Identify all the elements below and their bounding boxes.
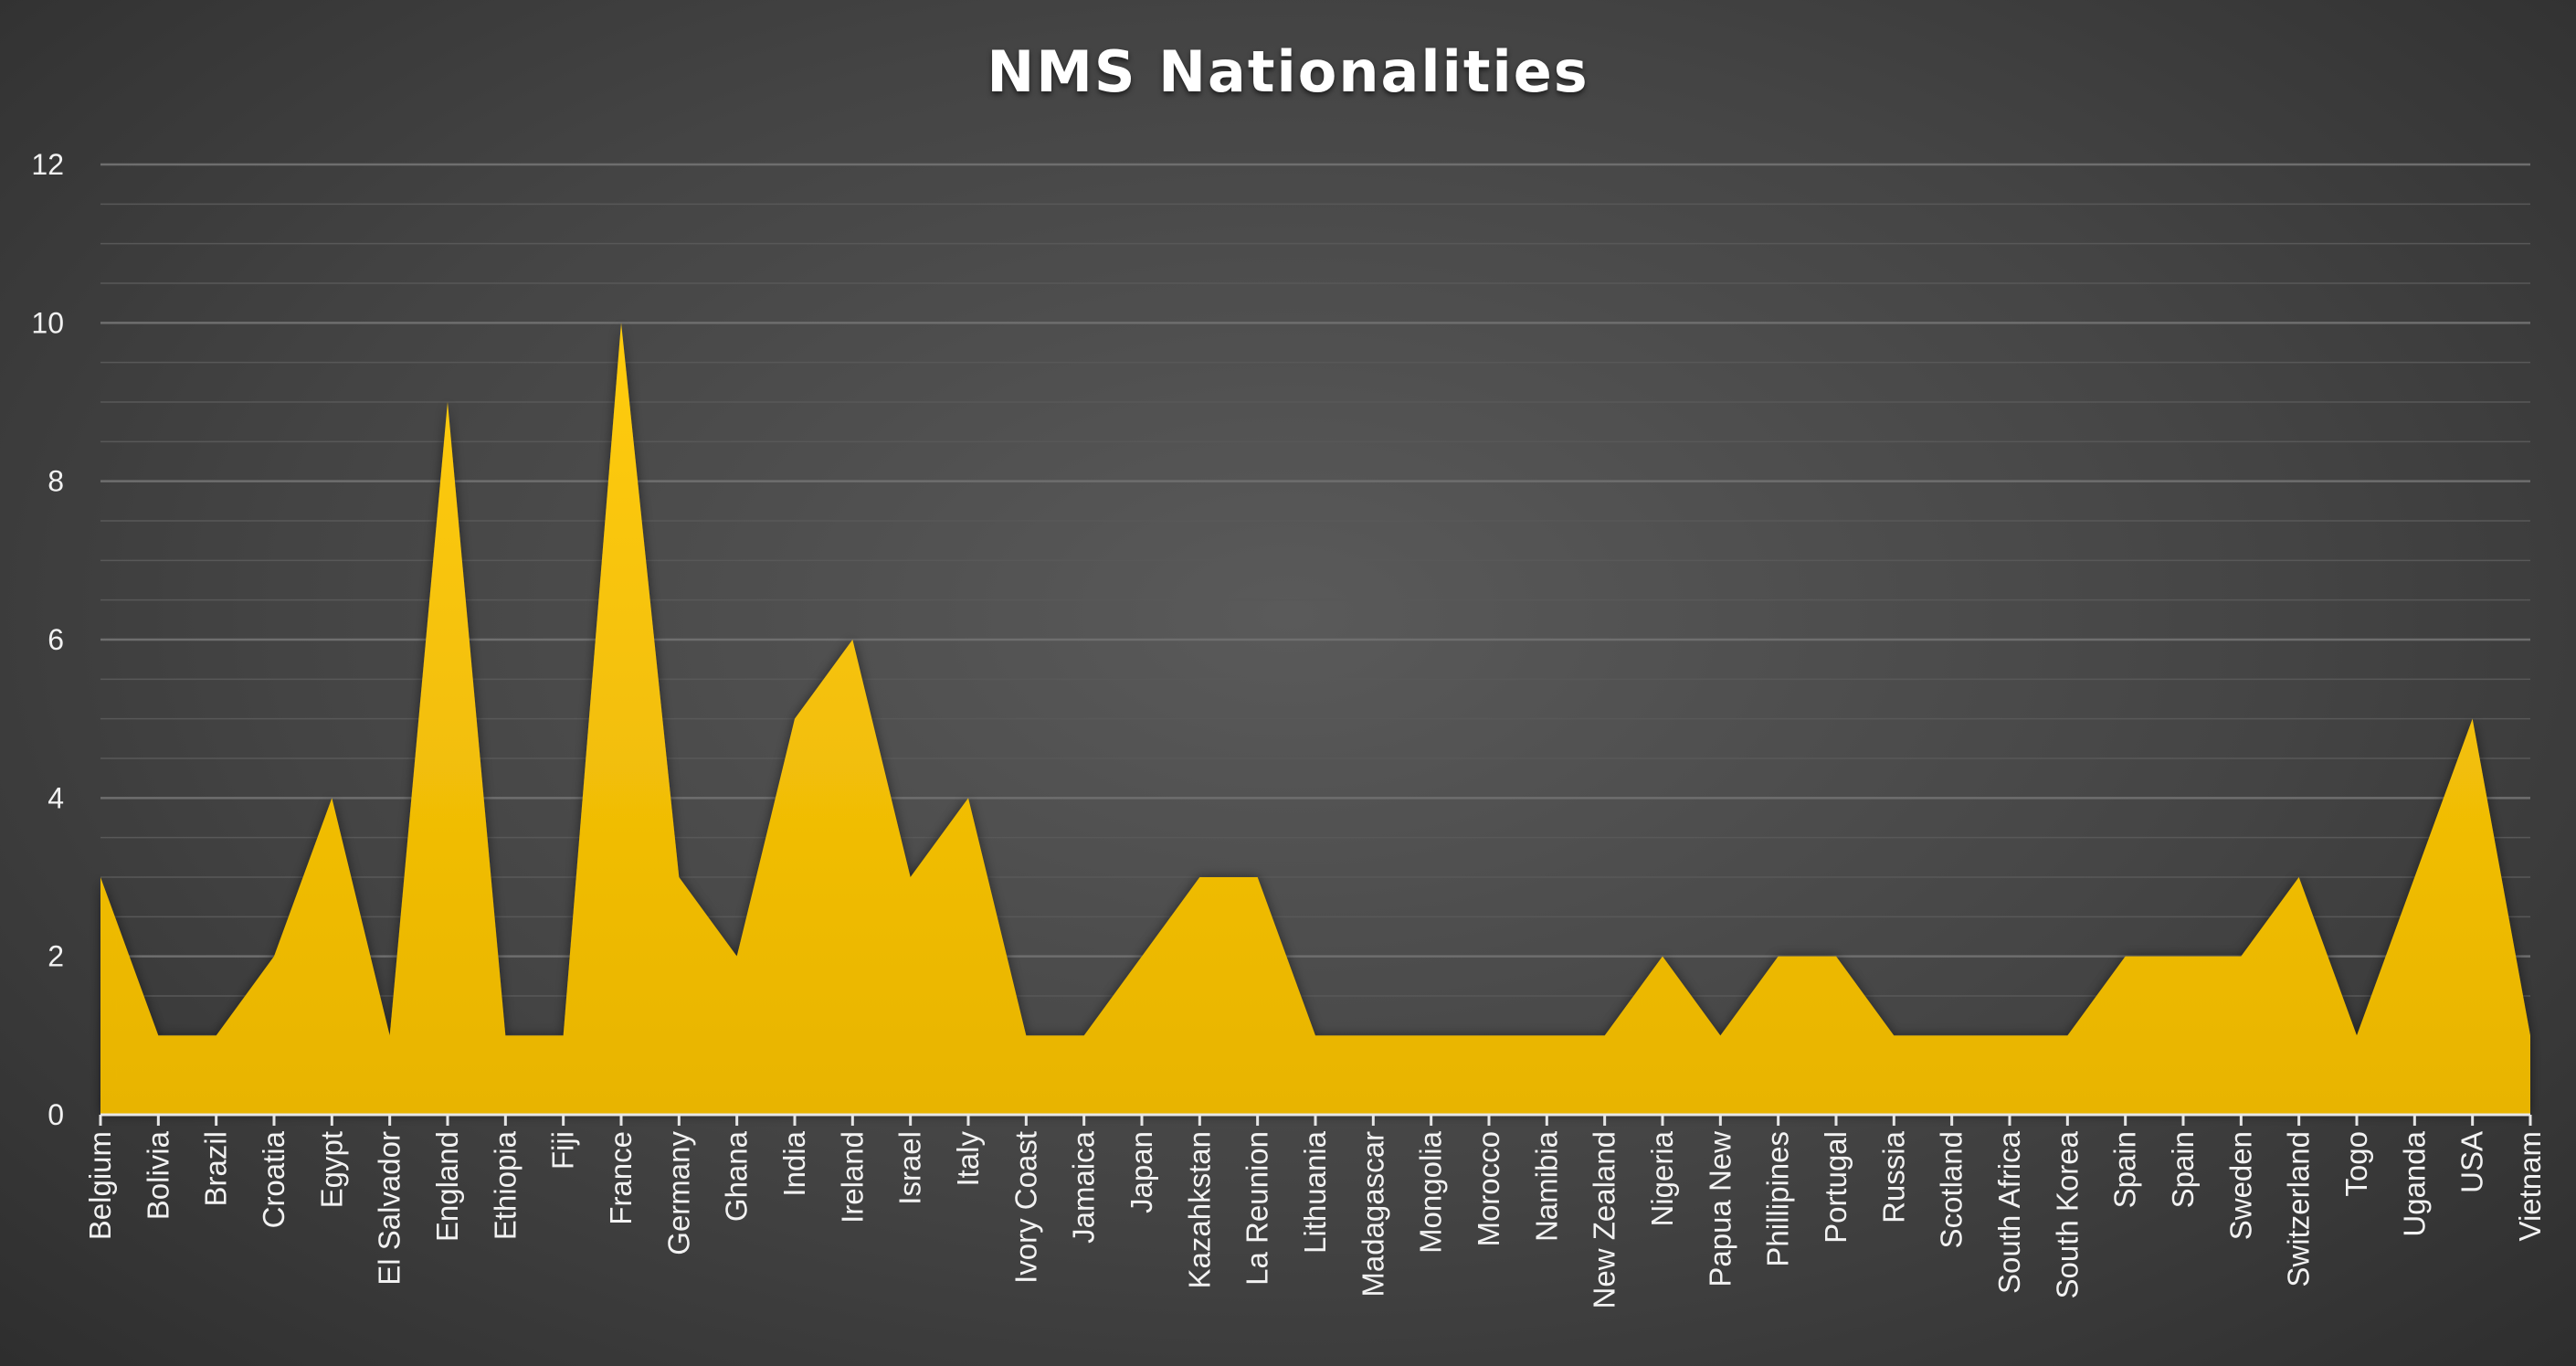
y-tick-label: 12 (31, 148, 64, 181)
x-tick-label: Israel (893, 1131, 927, 1205)
x-tick-label: Belgium (83, 1131, 117, 1240)
x-tick-label: Lithuania (1298, 1130, 1332, 1254)
x-tick-label: Jamaica (1067, 1130, 1101, 1244)
x-tick-label: France (604, 1131, 638, 1225)
x-tick-label: Namibia (1529, 1130, 1563, 1242)
x-tick-label: Madagascar (1356, 1131, 1389, 1297)
y-tick-label: 4 (48, 781, 64, 814)
x-tick-label: Mongolia (1414, 1130, 1448, 1254)
x-tick-label: Ghana (720, 1130, 754, 1222)
x-tick-label: Phillipines (1761, 1131, 1795, 1267)
x-tick-label: Egypt (314, 1131, 348, 1208)
x-tick-label: Bolivia (141, 1130, 174, 1220)
x-tick-label: Vietnam (2513, 1131, 2547, 1241)
x-tick-label: India (777, 1130, 811, 1196)
y-tick-label: 6 (48, 623, 64, 656)
gridlines (100, 163, 2530, 1076)
x-tick-label: Spain (2166, 1131, 2200, 1208)
x-tick-label: Fiji (546, 1131, 580, 1170)
x-tick-label: Italy (951, 1131, 985, 1187)
x-tick-label: England (430, 1131, 464, 1242)
x-tick-label: Ireland (835, 1131, 869, 1223)
x-tick-label: Ivory Coast (1008, 1131, 1042, 1284)
y-tick-label: 10 (31, 306, 64, 339)
x-tick-label: La Reunion (1240, 1131, 1274, 1286)
x-tick-label: Brazil (199, 1131, 233, 1207)
x-tick-label: Uganda (2397, 1130, 2431, 1236)
x-tick-label: Russia (1876, 1130, 1910, 1223)
x-tick-label: New Zealand (1588, 1131, 1621, 1308)
x-tick-label: Germany (661, 1131, 695, 1255)
y-tick-label: 2 (48, 940, 64, 973)
x-tick-label: Togo (2339, 1131, 2373, 1197)
x-axis-ticks: Belgium Bolivia Brazil Croatia Egypt El Salva… (83, 1130, 2547, 1308)
x-tick-label: Portugal (1819, 1131, 1853, 1244)
area-series (100, 323, 2530, 1115)
x-tick-label: Ethiopia (488, 1130, 522, 1240)
x-tick-label: USA (2455, 1131, 2489, 1193)
axes (99, 1113, 2532, 1126)
x-tick-label: Papua New (1703, 1131, 1737, 1287)
x-tick-label: South Korea (2050, 1130, 2084, 1298)
x-tick-label: Nigeria (1645, 1130, 1679, 1226)
x-tick-label: Japan (1124, 1131, 1158, 1213)
x-tick-label: Croatia (257, 1130, 290, 1228)
x-tick-label: Sweden (2223, 1131, 2257, 1240)
x-tick-label: Scotland (1935, 1131, 1969, 1248)
y-axis-ticks: 0 2 4 6 8 10 12 (31, 148, 64, 1131)
x-tick-label: Spain (2108, 1131, 2142, 1208)
y-tick-label: 0 (48, 1098, 64, 1131)
x-tick-label: Morocco (1472, 1131, 1505, 1247)
x-tick-label: Switzerland (2282, 1131, 2316, 1287)
area-series-fill (100, 323, 2530, 1115)
y-tick-label: 8 (48, 465, 64, 498)
x-tick-label: South Africa (1992, 1130, 2026, 1294)
chart-title: NMS Nationalities (987, 38, 1589, 105)
x-tick-label: El Salvador (373, 1131, 406, 1286)
x-tick-label: Kazahkstan (1182, 1131, 1216, 1288)
